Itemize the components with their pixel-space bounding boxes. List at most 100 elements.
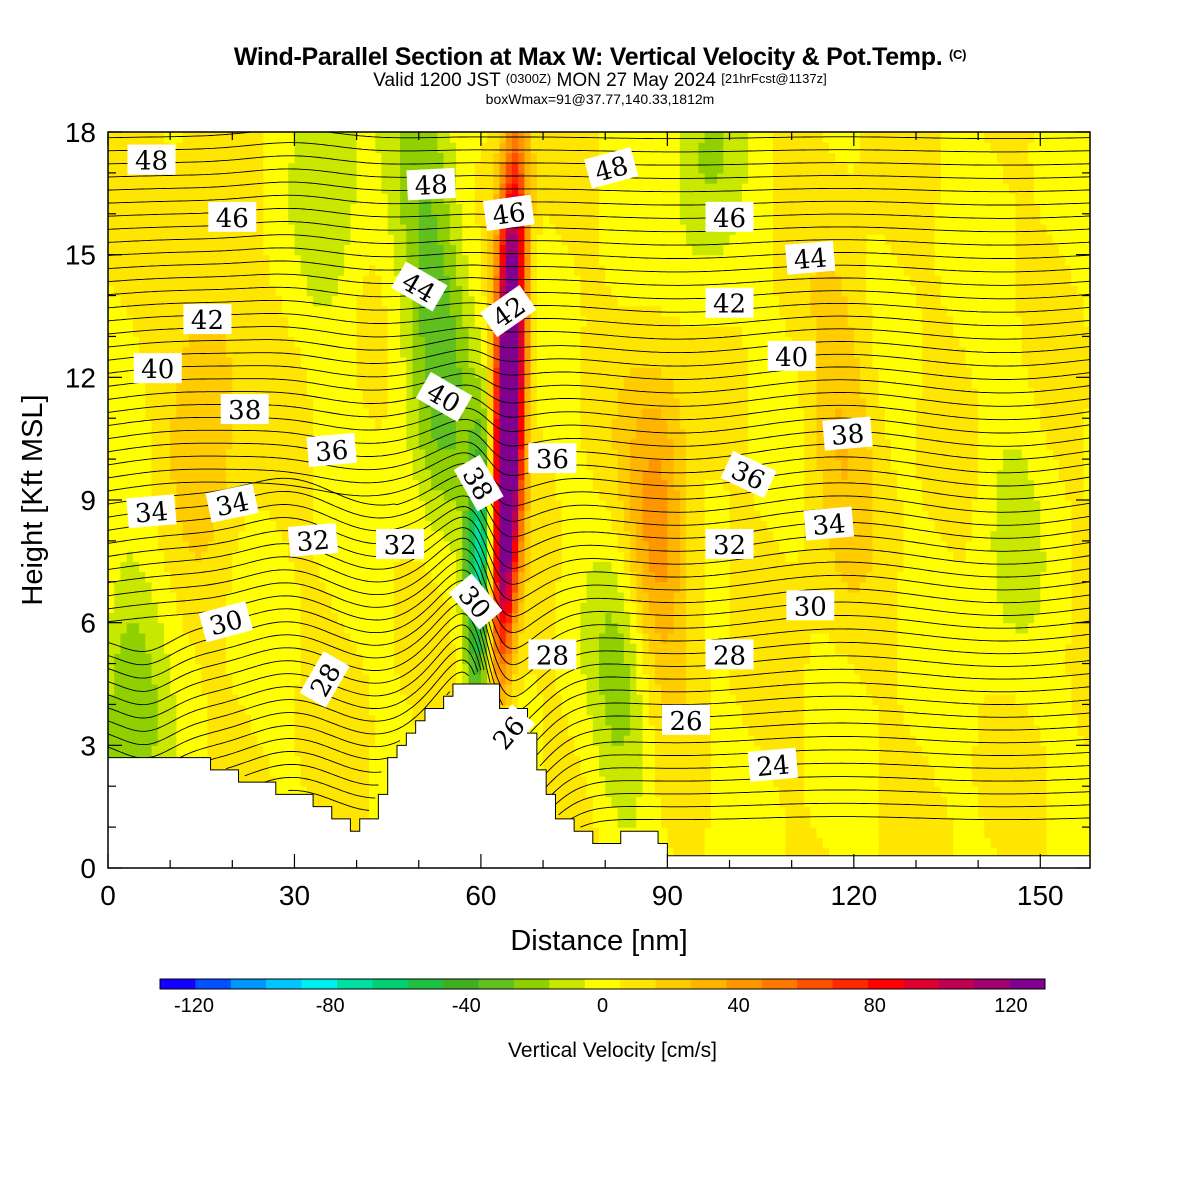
- field-cell: [219, 520, 227, 532]
- field-cell: [511, 489, 519, 501]
- field-cell: [226, 735, 233, 746]
- field-cell: [319, 776, 327, 787]
- field-cell: [331, 183, 339, 194]
- field-cell: [443, 275, 451, 286]
- field-cell: [400, 172, 407, 184]
- field-cell: [493, 152, 501, 164]
- field-cell: [524, 264, 532, 276]
- field-cell: [381, 448, 389, 460]
- field-cell: [250, 622, 258, 634]
- field-cell: [350, 459, 358, 470]
- field-cell: [375, 162, 383, 174]
- field-cell: [381, 765, 389, 777]
- field-cell: [474, 367, 482, 378]
- field-cell: [195, 684, 202, 695]
- field-cell: [306, 765, 314, 777]
- field-cell: [511, 684, 519, 695]
- field-cell: [424, 162, 432, 174]
- field-cell: [126, 694, 134, 706]
- field-cell: [325, 581, 333, 593]
- field-cell: [263, 500, 271, 511]
- field-cell: [244, 326, 252, 338]
- field-cell: [480, 264, 488, 276]
- field-cell: [132, 592, 140, 603]
- field-cell: [195, 714, 202, 726]
- field-cell: [114, 724, 122, 736]
- field-cell: [493, 387, 501, 399]
- field-cell: [387, 408, 395, 419]
- field-cell: [250, 540, 258, 552]
- field-cell: [468, 551, 476, 562]
- field-cell: [325, 183, 333, 194]
- field-cell: [176, 469, 184, 481]
- field-cell: [238, 694, 246, 706]
- field-cell: [356, 326, 364, 338]
- field-cell: [257, 510, 264, 522]
- field-cell: [418, 520, 426, 532]
- field-cell: [437, 162, 445, 174]
- field-cell: [511, 152, 519, 164]
- field-cell: [337, 479, 345, 491]
- field-cell: [238, 183, 246, 194]
- field-cell: [331, 152, 339, 164]
- field-cell: [282, 183, 289, 194]
- field-cell: [207, 459, 215, 470]
- field-cell: [325, 704, 333, 716]
- field-cell: [381, 387, 389, 399]
- field-cell: [313, 193, 320, 205]
- field-cell: [263, 142, 271, 154]
- field-cell: [356, 540, 364, 552]
- field-cell: [437, 479, 445, 491]
- field-cell: [176, 622, 184, 634]
- field-cell: [375, 336, 383, 348]
- field-cell: [356, 653, 364, 665]
- field-cell: [474, 244, 482, 256]
- field-cell: [269, 540, 277, 552]
- field-cell: [400, 724, 407, 736]
- field-cell: [406, 152, 414, 164]
- field-cell: [232, 234, 240, 246]
- field-cell: [120, 285, 128, 297]
- field-cell: [294, 489, 302, 501]
- field-cell: [188, 448, 196, 460]
- field-cell: [362, 459, 370, 470]
- field-cell: [344, 530, 351, 542]
- field-cell: [418, 643, 426, 654]
- field-cell: [188, 684, 196, 695]
- field-cell: [406, 346, 414, 358]
- field-cell: [325, 602, 333, 614]
- field-cell: [195, 397, 202, 409]
- field-cell: [530, 581, 538, 593]
- field-cell: [288, 152, 296, 164]
- field-cell: [350, 336, 358, 348]
- field-cell: [344, 765, 351, 777]
- field-cell: [213, 684, 221, 695]
- field-cell: [362, 551, 370, 562]
- field-cell: [182, 663, 190, 675]
- field-cell: [250, 162, 258, 174]
- field-cell: [219, 438, 227, 450]
- field-cell: [132, 653, 140, 665]
- field-cell: [424, 469, 432, 481]
- field-cell: [369, 377, 376, 389]
- field-cell: [319, 254, 327, 266]
- field-cell: [244, 254, 252, 266]
- field-cell: [350, 663, 358, 675]
- field-cell: [201, 469, 209, 481]
- field-cell: [325, 234, 333, 246]
- field-cell: [275, 316, 283, 327]
- field-cell: [487, 285, 494, 297]
- field-cell: [151, 316, 159, 327]
- field-cell: [393, 694, 401, 706]
- field-cell: [387, 561, 395, 573]
- field-cell: [132, 551, 140, 562]
- field-cell: [163, 479, 171, 491]
- field-cell: [387, 346, 395, 358]
- field-cell: [319, 132, 327, 143]
- field-cell: [306, 571, 314, 583]
- field-cell: [524, 643, 532, 654]
- field-cell: [505, 489, 513, 501]
- field-cell: [288, 285, 296, 297]
- field-cell: [306, 489, 314, 501]
- field-cell: [505, 632, 513, 644]
